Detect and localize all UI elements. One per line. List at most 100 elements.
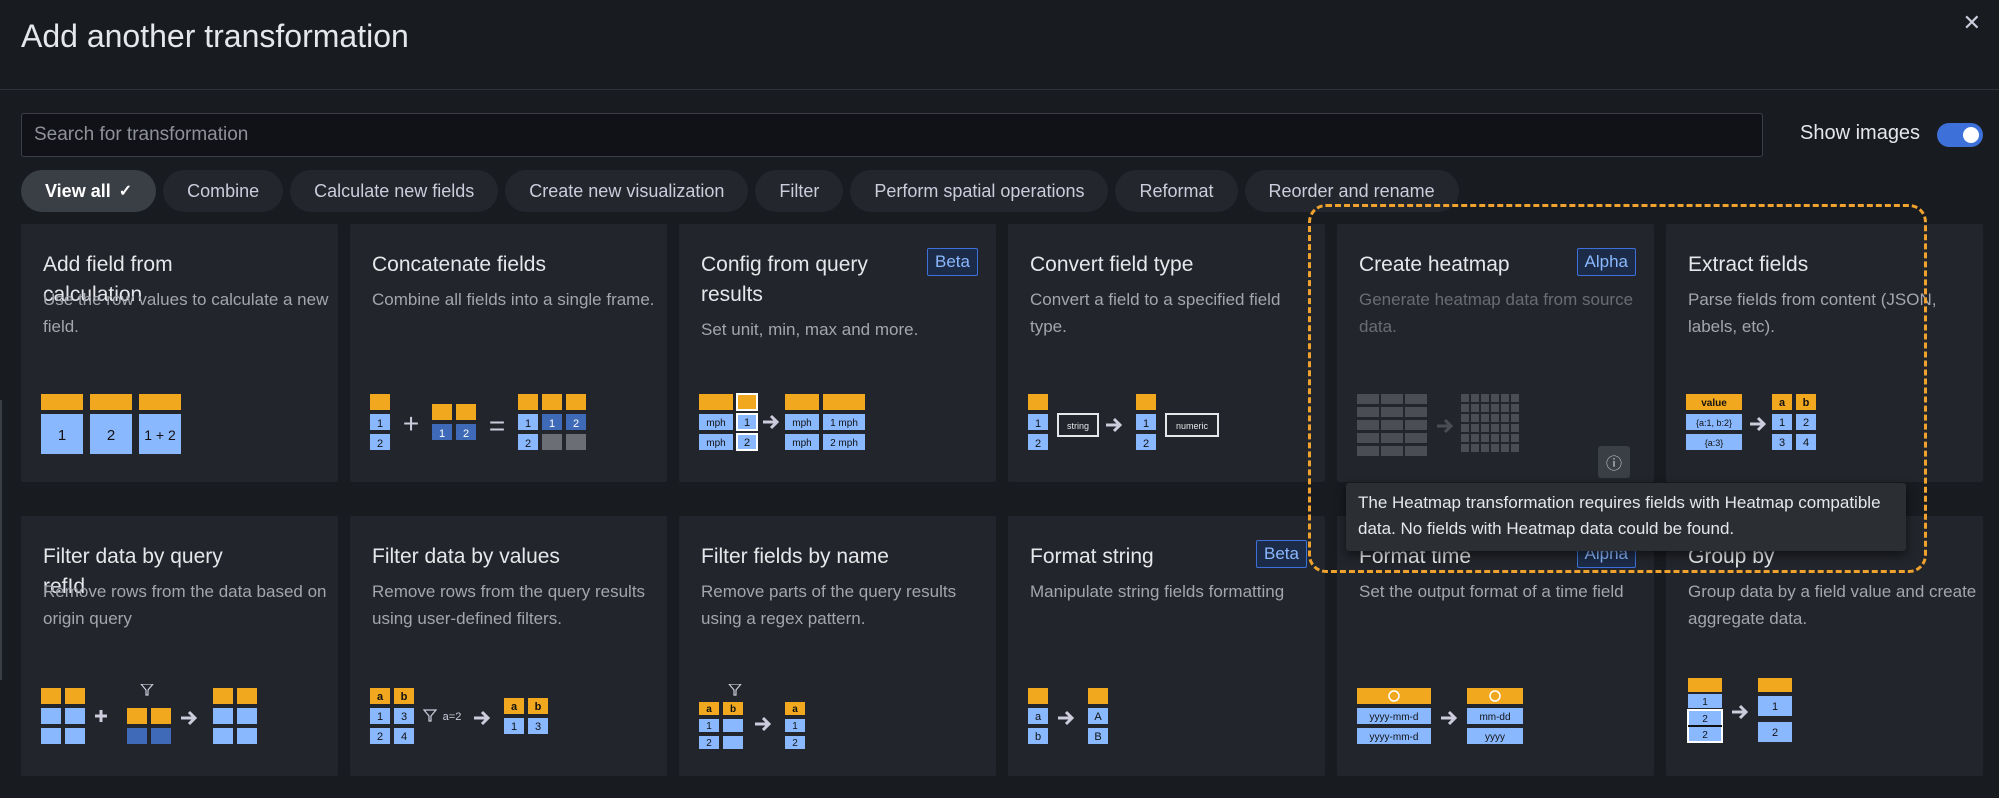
card-group-by[interactable]: Group by Group data by a field value and… [1666,516,1983,776]
checkmark-icon: ✓ [118,183,133,200]
filter-chip-reformat[interactable]: Reformat [1115,170,1238,212]
illus-text: b [1803,397,1810,409]
illus-text: a [1035,711,1042,723]
illus-text: a [377,691,384,703]
illus-text: numeric [1176,421,1209,431]
illus-text: {a:3} [1705,438,1724,448]
filter-chip-calculate-new-fields[interactable]: Calculate new fields [290,170,499,212]
filter-chip-perform-spatial-operations[interactable]: Perform spatial operations [850,170,1109,212]
illus-text: 2 [377,731,383,743]
filter-chip-label: Perform spatial operations [874,180,1085,201]
filter-chip-filter[interactable]: Filter [755,170,844,212]
filter-chip-create-new-visualization[interactable]: Create new visualization [505,170,749,212]
illus-text: 3 [1779,437,1785,449]
illus-text: b [401,691,408,703]
card-format-string[interactable]: Format string Beta Manipulate string fie… [1008,516,1325,776]
illus-text: string [1067,421,1089,431]
filter-chip-label: Create new visualization [529,180,725,201]
illus-text: 1 [525,418,531,430]
filter-chip-label: View all [45,180,111,201]
illus-text: b [535,701,542,713]
illus-text: b [730,704,736,715]
card-convert-field-type[interactable]: Convert field type Convert a field to a … [1008,224,1325,482]
card-title: Filter data by query refId [43,545,223,598]
card-description: Set the output format of a time field [1359,582,1624,601]
show-images-label: Show images [1800,122,1921,144]
card-description: Generate heatmap data from source data. [1359,290,1634,336]
card-add-field-from-calculation[interactable]: Add field from calculation Use the row v… [21,224,338,482]
illus-text: 1 [1143,418,1149,430]
illus-text: 2 [573,418,579,430]
illus-text: a [1779,397,1786,409]
filter-chip-label: Reformat [1139,180,1214,201]
illus-text: yyyy-mm-d [1370,732,1419,743]
illus-text: a [511,701,518,713]
filter-chip-label: Reorder and rename [1268,180,1435,201]
filter-chip-combine[interactable]: Combine [163,170,284,212]
card-description: Parse fields from content (JSON, labels,… [1688,290,1937,336]
illus-text: 1 + 2 [144,427,176,443]
beta-badge: Beta [927,248,978,276]
illus-text: 2 [1143,438,1149,450]
card-concatenate-fields[interactable]: Concatenate fields Combine all fields in… [350,224,667,482]
illus-text: 2 [744,437,750,449]
alpha-badge: Alpha [1576,248,1636,276]
illus-text: 2 [1803,417,1809,429]
illus-text: value [1701,398,1727,409]
illus-text: yyyy [1485,732,1505,743]
card-description: Remove rows from the query results using… [372,582,646,628]
filter-chip-view-all[interactable]: View all ✓ [21,170,157,212]
heatmap-tooltip: The Heatmap transformation requires fiel… [1346,483,1906,551]
illus-text: 1 [706,721,712,732]
illus-text: 1 mph [830,418,858,429]
illus-text: 3 [401,711,407,723]
filter-chip-label: Combine [187,180,260,201]
card-extract-fields[interactable]: Extract fields Parse fields from content… [1666,224,1983,482]
card-config-from-query-results[interactable]: Config from query results Beta Set unit,… [679,224,996,482]
illus-text: mph [792,438,811,449]
group-by-illustration: 1 2 2 1 2 [1687,678,1792,743]
format-time-illustration: yyyy-mm-d yyyy-mm-d mm-dd yyyy [1357,688,1523,744]
card-description: Combine all fields into a single frame. [372,290,655,309]
filter-chip-reorder-and-rename[interactable]: Reorder and rename [1244,170,1459,212]
illus-text: mph [792,418,811,429]
calculation-illustration: 1 2 1 + 2 [41,394,181,454]
illus-text: 1 [549,418,555,430]
illus-text: 2 [792,738,798,749]
illus-text: 2 [525,438,531,450]
card-description: Manipulate string fields formatting [1030,582,1285,601]
filter-chip-label: Filter [779,180,820,201]
card-filter-data-by-values[interactable]: Filter data by values Remove rows from t… [350,516,667,776]
filter-refid-illustration [41,684,257,744]
beta-badge: Beta [1256,540,1307,568]
card-description: Set unit, min, max and more. [701,320,919,339]
close-icon[interactable]: ✕ [1962,10,1981,35]
illus-text: a [706,704,712,715]
illus-text: + [403,408,419,439]
card-title: Create heatmap [1359,253,1510,276]
show-images-toggle[interactable] [1937,123,1983,147]
illus-text: 3 [535,721,541,733]
info-icon[interactable]: ⓘ [1598,446,1630,478]
illus-text: 1 [1772,701,1778,713]
convert-illustration: 1 2 string 1 2 numeric [1028,394,1219,450]
card-format-time[interactable]: Format time Alpha Set the output format … [1337,516,1654,776]
card-description: Group data by a field value and create a… [1688,582,1977,628]
illus-text: A [1094,711,1102,723]
illus-text: yyyy-mm-d [1370,712,1419,723]
card-filter-fields-by-name[interactable]: Filter fields by name Remove parts of th… [679,516,996,776]
illus-text: 2 [377,438,383,450]
illus-text: 1 [792,721,798,732]
config-illustration: mph mph 1 2 mph mph 1 mph 2 mph [699,393,865,451]
illus-text: B [1094,731,1101,743]
card-description: Use the row values to calculate a new fi… [43,290,329,336]
card-title: Config from query results [701,253,868,306]
card-create-heatmap[interactable]: Create heatmap Alpha Generate heatmap da… [1337,224,1654,482]
filter-name-illustration: a b 1 2 a 1 2 [699,684,805,749]
illus-text: 2 [1702,714,1708,725]
illus-text: mm-dd [1479,712,1510,723]
card-filter-data-by-query-refid[interactable]: Filter data by query refId Remove rows f… [21,516,338,776]
illus-text: 1 [377,711,383,723]
illus-text: 2 [706,738,712,749]
search-input[interactable] [21,113,1763,157]
